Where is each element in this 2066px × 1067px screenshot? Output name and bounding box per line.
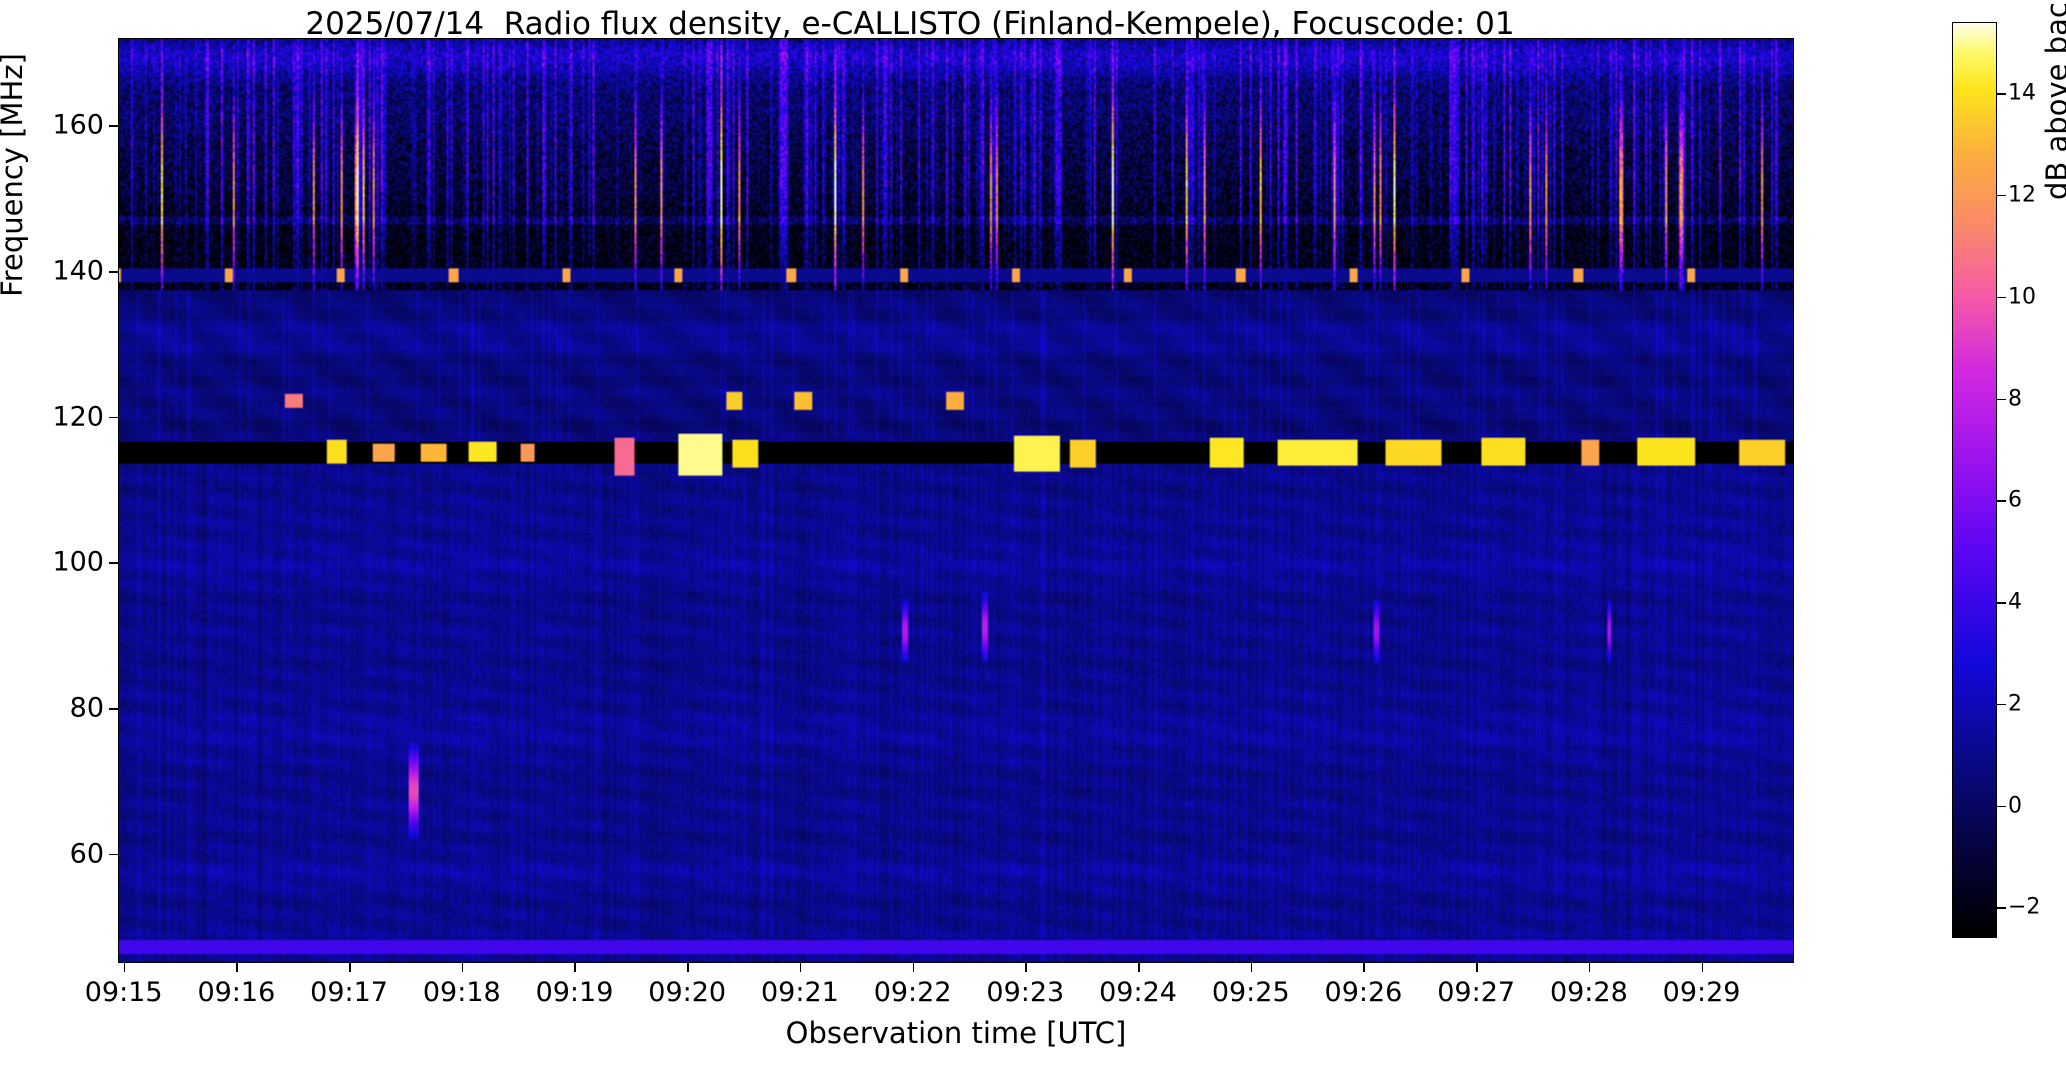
x-tick-mark: [1363, 963, 1366, 972]
x-tick-label: 09:18: [422, 977, 501, 1008]
y-tick-mark: [109, 562, 118, 564]
colorbar-tick-label: 8: [2008, 386, 2022, 412]
y-tick-mark: [109, 853, 118, 856]
x-tick-label: 09:22: [873, 977, 952, 1008]
x-tick-label: 09:21: [760, 977, 839, 1008]
y-tick-mark: [109, 416, 118, 419]
y-tick-mark: [109, 708, 118, 710]
x-tick-label: 09:16: [197, 977, 276, 1008]
x-tick-mark: [1250, 963, 1253, 972]
y-tick-label: 140: [52, 255, 104, 287]
x-tick-label: 09:19: [535, 977, 614, 1008]
colorbar-tick-mark: [1997, 805, 2006, 808]
colorbar-tick-mark: [1997, 500, 2006, 502]
colorbar-tick-label: −2: [2008, 894, 2041, 920]
colorbar-tick-mark: [1997, 703, 2006, 706]
page-title: 2025/07/14 Radio flux density, e-CALLIST…: [305, 6, 1515, 42]
y-tick-label: 160: [52, 109, 104, 141]
spectrogram-image: [119, 39, 1793, 962]
x-tick-mark: [1025, 963, 1027, 972]
x-tick-label: 09:27: [1437, 977, 1516, 1008]
spectrogram-axes[interactable]: [118, 38, 1794, 963]
x-tick-mark: [1476, 963, 1478, 972]
colorbar-tick-label: 0: [2008, 793, 2022, 819]
x-tick-label: 09:25: [1211, 977, 1290, 1008]
y-axis-label: Frequency [MHz]: [0, 53, 29, 297]
x-tick-mark: [1138, 963, 1140, 972]
colorbar-tick-mark: [1997, 195, 2006, 197]
y-tick-label: 120: [52, 401, 104, 433]
colorbar-tick-label: 6: [2008, 487, 2022, 513]
colorbar-tick-mark: [1997, 907, 2006, 909]
y-tick-mark: [109, 125, 118, 127]
colorbar-tick-mark: [1997, 93, 2006, 95]
colorbar-tick-mark: [1997, 296, 2006, 299]
y-tick-label: 100: [52, 546, 104, 578]
colorbar-label: dB above background: [2040, 0, 2066, 200]
colorbar-gradient: [1953, 23, 1996, 937]
x-tick-label: 09:29: [1662, 977, 1741, 1008]
x-tick-mark: [799, 963, 802, 972]
x-tick-mark: [123, 963, 126, 972]
colorbar-tick-mark: [1997, 398, 2006, 400]
x-tick-mark: [1588, 963, 1591, 972]
x-tick-mark: [687, 963, 689, 972]
x-tick-mark: [236, 963, 238, 972]
x-axis-label: Observation time [UTC]: [785, 1016, 1127, 1050]
x-tick-mark: [349, 963, 351, 972]
colorbar-tick-label: 12: [2008, 182, 2036, 208]
x-tick-label: 09:20: [648, 977, 727, 1008]
y-tick-label: 80: [69, 692, 104, 724]
x-tick-mark: [1701, 963, 1704, 972]
x-tick-label: 09:15: [84, 977, 163, 1008]
x-tick-label: 09:17: [310, 977, 388, 1008]
x-tick-label: 09:24: [1099, 977, 1177, 1008]
colorbar-tick-label: 4: [2008, 589, 2022, 615]
x-tick-mark: [574, 963, 577, 972]
y-tick-label: 60: [69, 838, 104, 870]
colorbar-tick-mark: [1997, 602, 2006, 604]
x-tick-label: 09:23: [986, 977, 1065, 1008]
colorbar[interactable]: [1952, 22, 1997, 938]
colorbar-tick-label: 14: [2008, 80, 2036, 106]
x-tick-label: 09:28: [1549, 977, 1628, 1008]
y-tick-mark: [109, 271, 118, 273]
x-tick-mark: [912, 963, 915, 972]
x-tick-label: 09:26: [1324, 977, 1403, 1008]
x-tick-mark: [461, 963, 464, 972]
colorbar-tick-label: 2: [2008, 691, 2022, 717]
colorbar-tick-label: 10: [2008, 284, 2036, 310]
